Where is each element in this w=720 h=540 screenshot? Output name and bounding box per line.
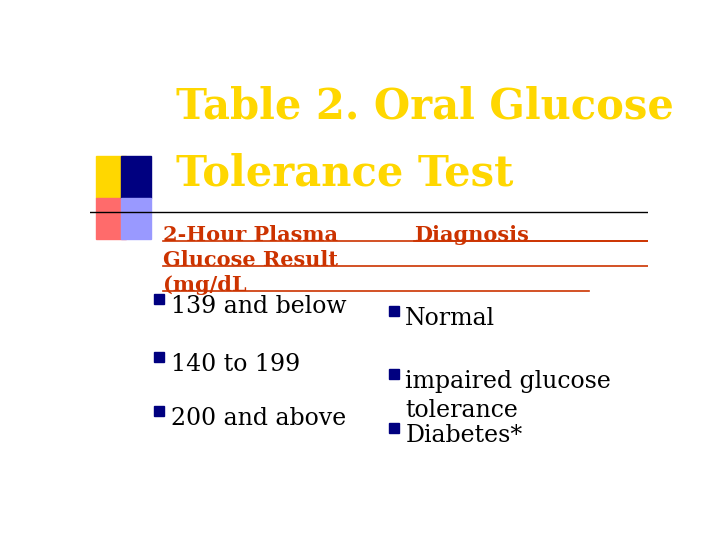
Bar: [96, 198, 126, 239]
Text: (mg/dL: (mg/dL: [163, 275, 246, 295]
Bar: [154, 406, 164, 416]
Text: Glucose Result: Glucose Result: [163, 250, 338, 270]
Bar: [121, 156, 151, 198]
Text: Table 2. Oral Glucose: Table 2. Oral Glucose: [176, 85, 675, 127]
Text: 200 and above: 200 and above: [171, 407, 346, 430]
Text: impaired glucose
tolerance: impaired glucose tolerance: [405, 369, 611, 422]
Bar: [96, 156, 126, 198]
Text: 139 and below: 139 and below: [171, 295, 346, 318]
Text: Diabetes*: Diabetes*: [405, 424, 523, 447]
Bar: [389, 306, 399, 316]
Text: 140 to 199: 140 to 199: [171, 353, 300, 376]
Text: Tolerance Test: Tolerance Test: [176, 152, 514, 194]
Text: 2-Hour Plasma: 2-Hour Plasma: [163, 225, 338, 245]
Bar: [389, 423, 399, 433]
Bar: [389, 369, 399, 379]
Bar: [121, 198, 151, 239]
Bar: [154, 294, 164, 304]
Text: Normal: Normal: [405, 307, 495, 330]
Bar: [154, 352, 164, 362]
Text: Diagnosis: Diagnosis: [413, 225, 528, 245]
